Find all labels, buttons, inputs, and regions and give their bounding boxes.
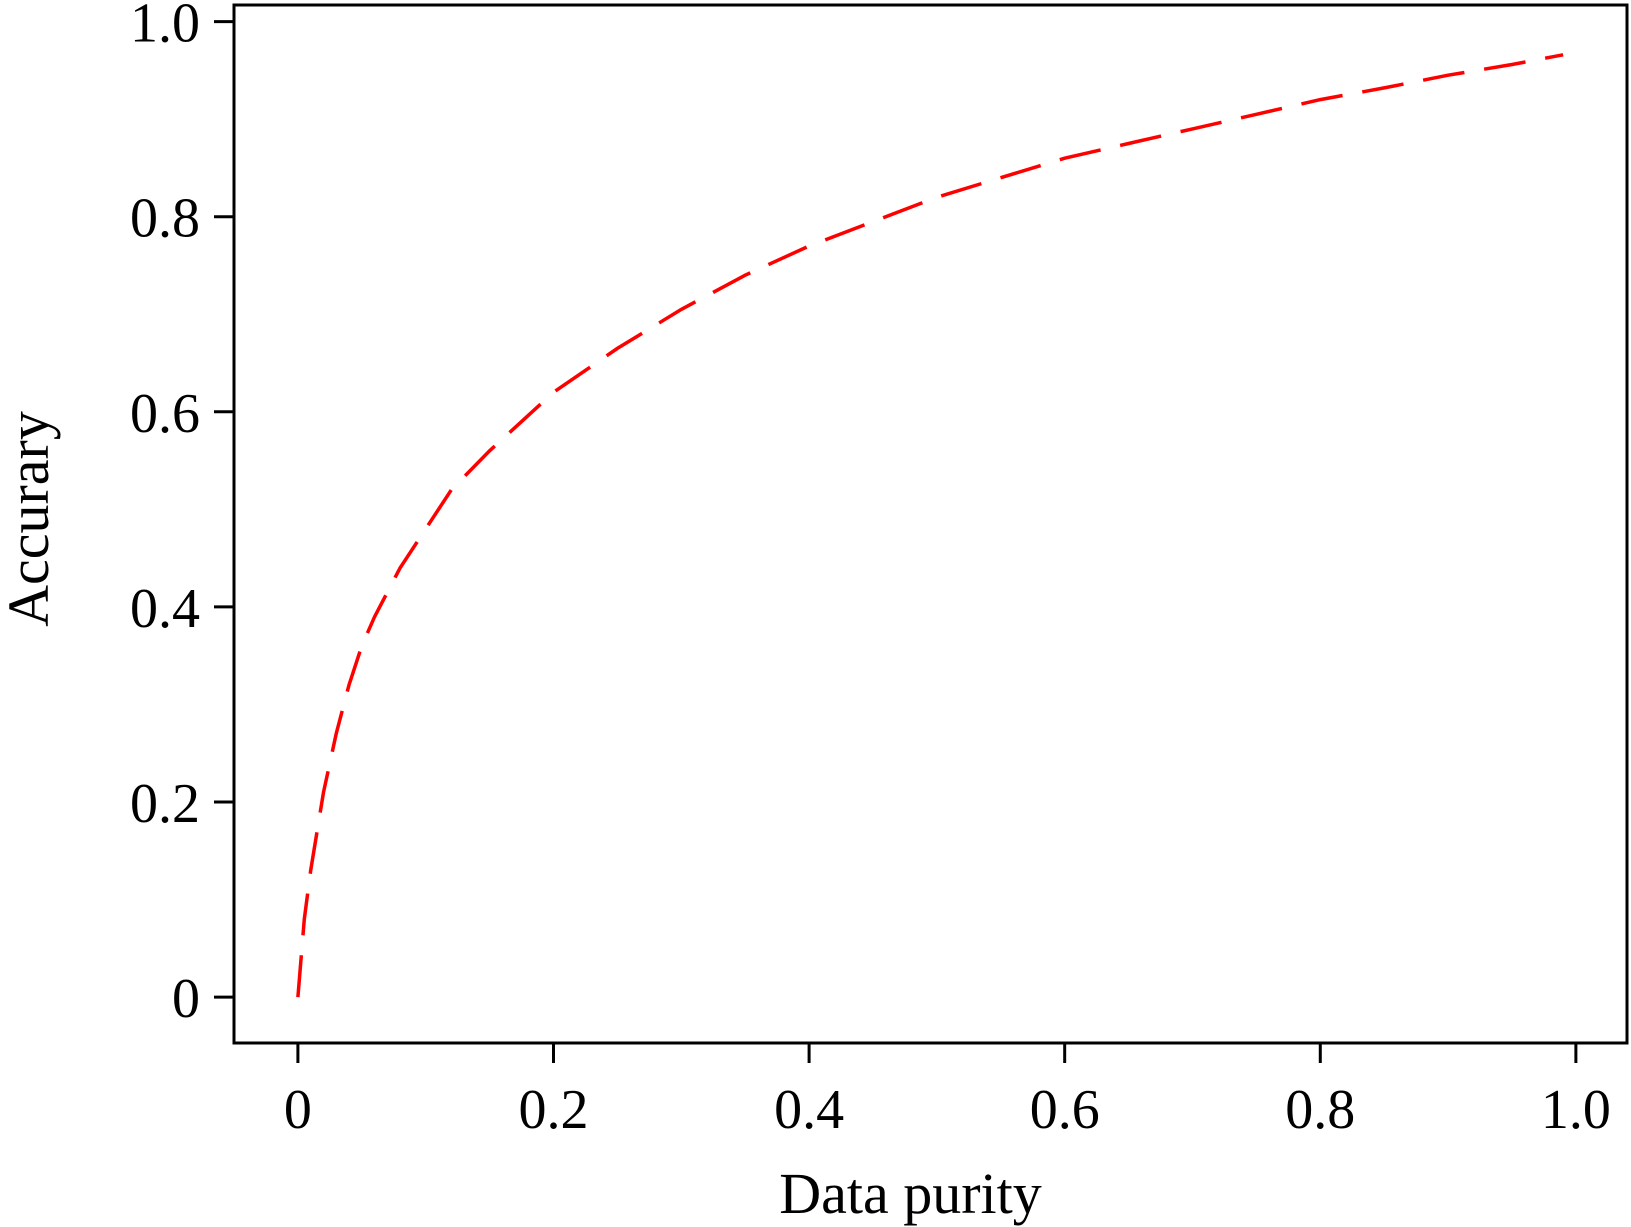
x-tick-label: 0.8	[1285, 1079, 1355, 1141]
series-layer	[296, 53, 1564, 998]
series-line-0	[296, 53, 1564, 998]
y-tick-label: 0.2	[130, 773, 200, 835]
y-tick-label: 0.6	[130, 383, 200, 445]
x-tick-label: 0	[284, 1079, 312, 1141]
y-tick-label: 0.8	[130, 188, 200, 250]
x-axis-ticks: 0 0.2 0.4 0.6 0.8 1.0	[284, 1043, 1611, 1141]
y-axis-ticks: 0 0.2 0.4 0.6 0.8 1.0	[130, 0, 234, 1030]
plot-frame	[232, 3, 1629, 1045]
x-axis-label: Data purity	[779, 1161, 1042, 1226]
y-tick-label: 0.4	[130, 578, 200, 640]
x-tick-label: 0.6	[1030, 1079, 1100, 1141]
y-tick-label: 0	[172, 968, 200, 1030]
x-tick-label: 0.4	[774, 1079, 844, 1141]
x-tick-label: 1.0	[1541, 1079, 1611, 1141]
y-axis-label: Accurary	[0, 411, 61, 627]
y-tick-label: 1.0	[130, 0, 200, 55]
x-tick-label: 0.2	[518, 1079, 588, 1141]
